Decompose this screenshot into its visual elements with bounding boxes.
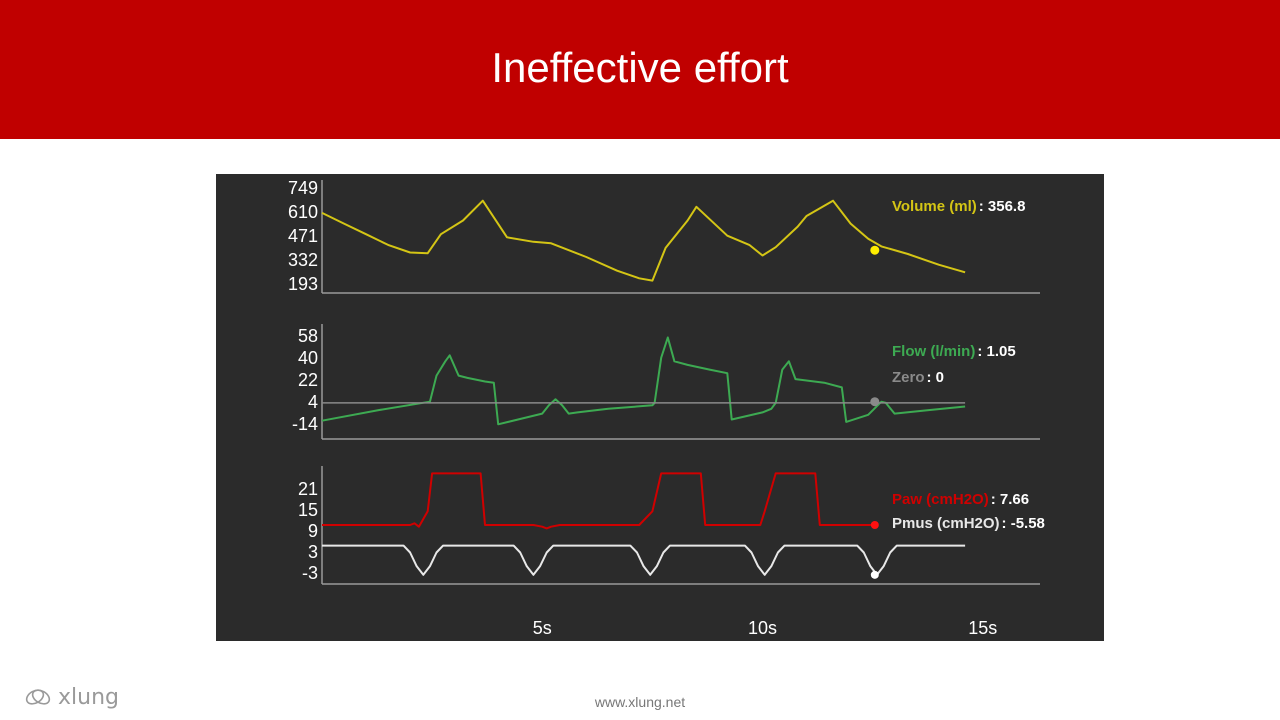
volume-cursor-marker <box>870 245 880 255</box>
flow-series-flow-l-min <box>321 336 966 426</box>
volume-y-tick-label: 610 <box>288 202 318 222</box>
pressure-legend-readout: : -5.58 <box>1002 515 1045 532</box>
pressure-series-pmus-cmh2o <box>322 544 966 576</box>
volume-y-tick-label: 332 <box>288 250 318 270</box>
pressure-legend-readout: : 7.66 <box>991 491 1029 508</box>
ventilator-waveform-panel: 749 610 471 332 193 Volume (ml): 356.8 58 40 22 4… <box>216 174 1104 641</box>
time-tick-label: 5s <box>533 618 552 638</box>
flow-y-tick-label: 4 <box>308 392 318 412</box>
paw-cursor-marker <box>870 521 879 529</box>
volume-y-tick-label: 193 <box>288 274 318 294</box>
pressure-legend-name: Pmus (cmH2O) <box>892 515 1000 532</box>
title-banner: Ineffective effort <box>0 0 1280 139</box>
flow-legend-readout: : 0 <box>927 369 945 386</box>
pressure-y-tick-label: 15 <box>298 500 318 520</box>
flow-legend-name: Flow (l/min) <box>892 343 975 360</box>
volume-legend-name: Volume (ml) <box>892 198 977 215</box>
pmus-cursor-marker <box>870 570 879 579</box>
volume-y-tick-label: 471 <box>288 226 318 246</box>
pressure-series-paw-cmh2o <box>322 472 875 530</box>
logo-text: xlung <box>58 684 119 710</box>
pressure-y-tick-label: -3 <box>302 563 318 583</box>
pressure-y-tick-label: 21 <box>298 479 318 499</box>
flow-legend-readout: : 1.05 <box>977 343 1015 360</box>
xlung-logo-icon <box>25 689 51 705</box>
waveform-chart: 749 610 471 332 193 Volume (ml): 356.8 5840224… <box>288 178 1045 638</box>
volume-series-volume-ml <box>321 199 966 282</box>
flow-legend-name: Zero <box>892 369 925 386</box>
volume-y-tick-label: 749 <box>288 178 318 198</box>
flow-y-tick-label: 22 <box>298 370 318 390</box>
flow-y-tick-label: -14 <box>292 414 318 434</box>
flow-y-tick-label: 58 <box>298 326 318 346</box>
slide-title: Ineffective effort <box>491 44 789 91</box>
volume-legend-readout: : 356.8 <box>979 198 1026 215</box>
pressure-y-tick-label: 9 <box>308 521 318 541</box>
footer-url: www.xlung.net <box>594 694 686 710</box>
time-tick-label: 15s <box>968 618 997 638</box>
flow-cursor-marker <box>870 397 880 407</box>
flow-y-tick-label: 40 <box>298 348 318 368</box>
time-tick-label: 10s <box>748 618 777 638</box>
pressure-legend-name: Paw (cmH2O) <box>892 491 989 508</box>
pressure-y-tick-label: 3 <box>308 542 318 562</box>
xlung-logo: xlung <box>24 684 119 710</box>
